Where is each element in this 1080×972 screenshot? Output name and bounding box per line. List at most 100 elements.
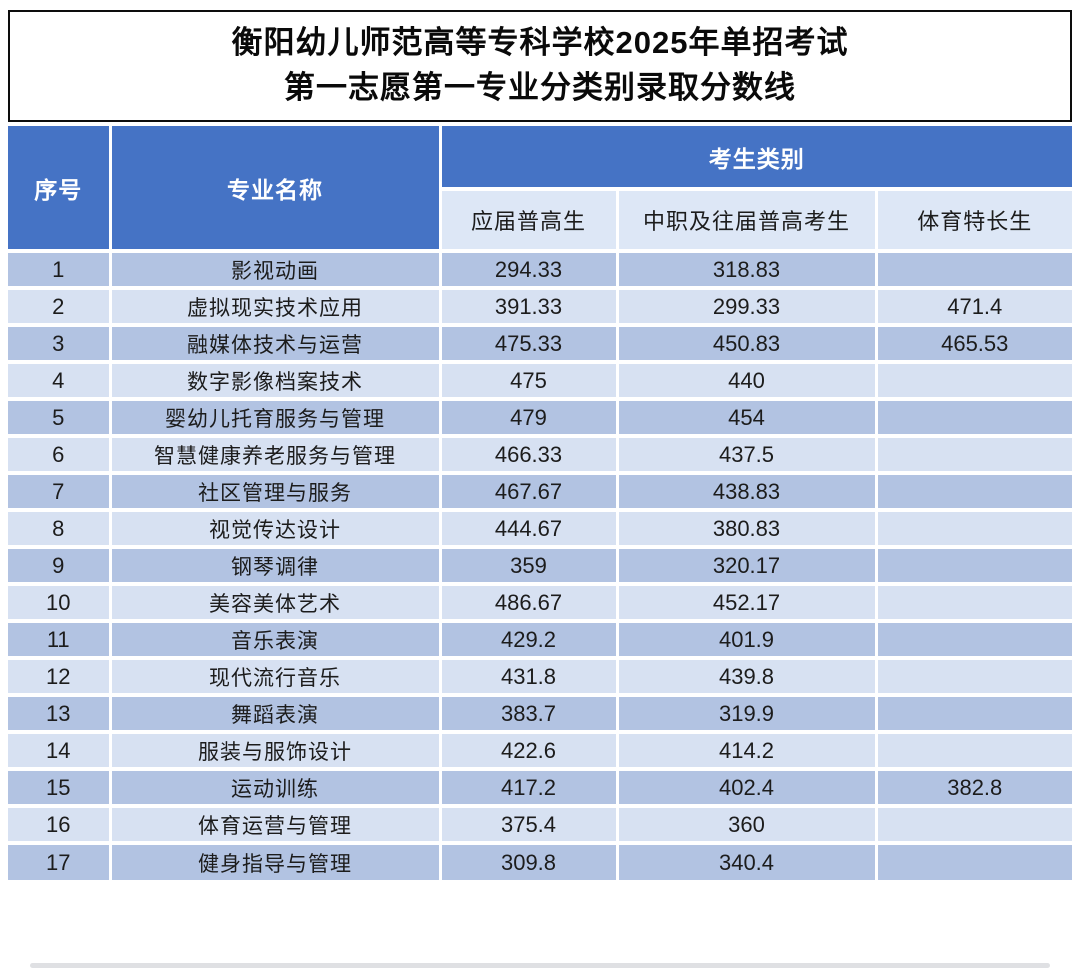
score-sports-talent <box>876 399 1072 438</box>
score-sports-talent: 382.8 <box>876 769 1072 808</box>
row-seq: 12 <box>8 658 112 697</box>
table-row: 7 社区管理与服务 467.67 438.83 <box>8 473 1072 512</box>
score-sports-talent <box>876 621 1072 660</box>
score-fresh-graduates: 486.67 <box>440 584 619 623</box>
score-sports-talent <box>876 806 1072 845</box>
major-name: 健身指导与管理 <box>110 843 442 880</box>
table-row: 16 体育运营与管理 375.4 360 <box>8 806 1072 845</box>
col-header-seq: 序号 <box>8 126 112 253</box>
score-fresh-graduates: 467.67 <box>440 473 619 512</box>
table-row: 10 美容美体艺术 486.67 452.17 <box>8 584 1072 623</box>
table-row: 9 钢琴调律 359 320.17 <box>8 547 1072 586</box>
score-vocational-former: 319.9 <box>617 695 878 734</box>
score-sports-talent <box>876 658 1072 697</box>
score-vocational-former: 360 <box>617 806 878 845</box>
score-sports-talent <box>876 362 1072 401</box>
row-seq: 1 <box>8 251 112 290</box>
score-fresh-graduates: 417.2 <box>440 769 619 808</box>
score-vocational-former: 437.5 <box>617 436 878 475</box>
score-fresh-graduates: 466.33 <box>440 436 619 475</box>
col-header-major: 专业名称 <box>110 126 442 253</box>
score-vocational-former: 402.4 <box>617 769 878 808</box>
score-vocational-former: 439.8 <box>617 658 878 697</box>
row-seq: 7 <box>8 473 112 512</box>
score-vocational-former: 450.83 <box>617 325 878 364</box>
table-row: 4 数字影像档案技术 475 440 <box>8 362 1072 401</box>
major-name: 融媒体技术与运营 <box>110 325 442 364</box>
row-seq: 5 <box>8 399 112 438</box>
score-fresh-graduates: 475.33 <box>440 325 619 364</box>
score-fresh-graduates: 444.67 <box>440 510 619 549</box>
score-sports-talent <box>876 695 1072 734</box>
table-row: 2 虚拟现实技术应用 391.33 299.33 471.4 <box>8 288 1072 327</box>
major-name: 现代流行音乐 <box>110 658 442 697</box>
score-fresh-graduates: 375.4 <box>440 806 619 845</box>
score-fresh-graduates: 475 <box>440 362 619 401</box>
score-vocational-former: 438.83 <box>617 473 878 512</box>
page-title-line-1: 衡阳幼儿师范高等专科学校2025年单招考试 <box>231 25 849 61</box>
table-row: 11 音乐表演 429.2 401.9 <box>8 621 1072 660</box>
major-name: 体育运营与管理 <box>110 806 442 845</box>
score-vocational-former: 414.2 <box>617 732 878 771</box>
col-header-fresh-graduates: 应届普高生 <box>440 189 619 253</box>
row-seq: 8 <box>8 510 112 549</box>
major-name: 影视动画 <box>110 251 442 290</box>
score-sports-talent: 471.4 <box>876 288 1072 327</box>
row-seq: 2 <box>8 288 112 327</box>
table-row: 6 智慧健康养老服务与管理 466.33 437.5 <box>8 436 1072 475</box>
major-name: 美容美体艺术 <box>110 584 442 623</box>
score-vocational-former: 440 <box>617 362 878 401</box>
score-sports-talent <box>876 436 1072 475</box>
table-row: 8 视觉传达设计 444.67 380.83 <box>8 510 1072 549</box>
table-row: 1 影视动画 294.33 318.83 <box>8 251 1072 290</box>
table-row: 14 服装与服饰设计 422.6 414.2 <box>8 732 1072 771</box>
col-header-vocational-former: 中职及往届普高考生 <box>617 189 878 253</box>
major-name: 婴幼儿托育服务与管理 <box>110 399 442 438</box>
table-row: 12 现代流行音乐 431.8 439.8 <box>8 658 1072 697</box>
col-header-category-group: 考生类别 <box>440 126 1072 191</box>
score-sports-talent <box>876 584 1072 623</box>
score-vocational-former: 320.17 <box>617 547 878 586</box>
score-fresh-graduates: 431.8 <box>440 658 619 697</box>
score-sports-talent <box>876 843 1072 880</box>
table-row: 17 健身指导与管理 309.8 340.4 <box>8 843 1072 880</box>
major-name: 数字影像档案技术 <box>110 362 442 401</box>
score-sports-talent: 465.53 <box>876 325 1072 364</box>
table-row: 3 融媒体技术与运营 475.33 450.83 465.53 <box>8 325 1072 364</box>
major-name: 视觉传达设计 <box>110 510 442 549</box>
row-seq: 15 <box>8 769 112 808</box>
table-row: 15 运动训练 417.2 402.4 382.8 <box>8 769 1072 808</box>
row-seq: 3 <box>8 325 112 364</box>
score-vocational-former: 340.4 <box>617 843 878 880</box>
score-vocational-former: 299.33 <box>617 288 878 327</box>
score-sports-talent <box>876 473 1072 512</box>
table-row: 13 舞蹈表演 383.7 319.9 <box>8 695 1072 734</box>
major-name: 钢琴调律 <box>110 547 442 586</box>
score-fresh-graduates: 309.8 <box>440 843 619 880</box>
row-seq: 11 <box>8 621 112 660</box>
table-row: 5 婴幼儿托育服务与管理 479 454 <box>8 399 1072 438</box>
score-vocational-former: 380.83 <box>617 510 878 549</box>
score-sports-talent <box>876 251 1072 290</box>
score-fresh-graduates: 479 <box>440 399 619 438</box>
major-name: 运动训练 <box>110 769 442 808</box>
title-box: 衡阳幼儿师范高等专科学校2025年单招考试 第一志愿第一专业分类别录取分数线 <box>8 10 1072 122</box>
score-fresh-graduates: 383.7 <box>440 695 619 734</box>
row-seq: 9 <box>8 547 112 586</box>
score-vocational-former: 401.9 <box>617 621 878 660</box>
score-sports-talent <box>876 547 1072 586</box>
score-fresh-graduates: 391.33 <box>440 288 619 327</box>
score-fresh-graduates: 422.6 <box>440 732 619 771</box>
major-name: 服装与服饰设计 <box>110 732 442 771</box>
row-seq: 13 <box>8 695 112 734</box>
major-name: 社区管理与服务 <box>110 473 442 512</box>
row-seq: 6 <box>8 436 112 475</box>
score-vocational-former: 454 <box>617 399 878 438</box>
major-name: 虚拟现实技术应用 <box>110 288 442 327</box>
row-seq: 16 <box>8 806 112 845</box>
score-sports-talent <box>876 510 1072 549</box>
bottom-edge-strip <box>30 963 1050 968</box>
score-sports-talent <box>876 732 1072 771</box>
major-name: 舞蹈表演 <box>110 695 442 734</box>
